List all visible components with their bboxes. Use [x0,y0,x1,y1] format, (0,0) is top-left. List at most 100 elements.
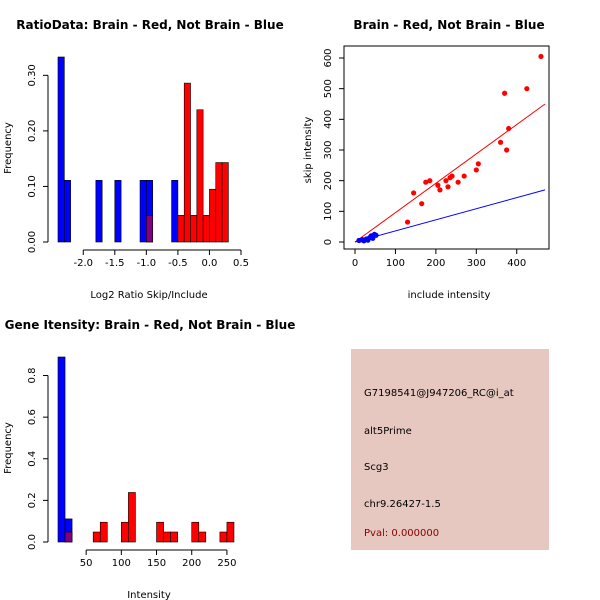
ratio-red-bar [196,109,204,243]
info-panel-background [351,349,549,550]
gene-red-bar [226,521,235,543]
scatter-x-tick-label: 200 [426,258,445,269]
scatter-point [473,167,479,173]
ratio-x-tick-label: -0.5 [168,258,188,269]
scatter-point [370,235,376,241]
scatter-point [435,182,441,188]
ratio-x-tick-label: -1.5 [105,258,125,269]
ratio-blue-bar [64,180,71,243]
scatter-x-tick-label: 100 [386,258,405,269]
scatter-point [502,90,508,96]
ratio-blue-bar [95,180,103,243]
gene-y-tick-label: 0.6 [27,409,38,425]
ratio-red-bar [202,215,210,243]
genomic-location: chr9.26427-1.5 [364,499,441,510]
gene-red-bar [163,531,171,543]
gene-histogram-xlabel: Intensity [127,590,171,600]
scatter-xlabel: include intensity [408,290,491,301]
scatter-x-tick-label: 400 [507,258,526,269]
scatter-point [524,86,530,92]
scatter-point [443,178,449,184]
gene-x-tick-label: 100 [112,558,131,569]
gene-y-tick-label: 0.8 [27,368,38,384]
gene-intensity-histogram: Gene Itensity: Brain - Red, Not Brain - … [3,318,295,600]
scatter-y-tick-label: 500 [323,79,334,98]
ratio-red-bar [177,215,185,243]
scatter-point [445,184,451,190]
gene-y-tick-label: 0.0 [27,534,38,550]
scatter-fit-line [354,189,546,243]
ratio-histogram: RatioData: Brain - Red, Not Brain - Blue… [3,18,284,301]
scatter-x-tick-label: 0 [352,258,358,269]
scatter-point [538,53,544,60]
gene-histogram-title: Gene Itensity: Brain - Red, Not Brain - … [5,318,296,332]
ratio-red-bar [215,162,223,243]
scatter-point [497,139,504,145]
gene-red-bar [99,521,108,543]
ratio-red-bar [209,188,217,243]
scatter-point [461,173,467,179]
gene-y-tick-label: 0.2 [27,492,38,508]
probe-id: G7198541@J947206_RC@i_at [364,388,514,399]
p-value: Pval: 0.000000 [364,528,439,539]
gene-red-bar [191,521,200,543]
scatter-ylabel: skip intensity [303,117,314,184]
ratio-blue-bar [57,56,65,243]
gene-red-bar [64,531,73,543]
ratio-y-tick-label: 0.00 [27,231,38,253]
gene-blue-bar [57,356,66,543]
ratio-y-tick-label: 0.10 [27,175,38,197]
scatter-point [404,219,411,225]
scatter-point [411,190,417,196]
scatter-y-tick-label: 400 [323,110,334,129]
scatter-point [506,125,512,132]
scatter-y-tick-label: 100 [323,202,334,221]
scatter-point [504,147,510,153]
ratio-red-bar [221,162,229,243]
scatter-point [475,161,481,167]
scatter-y-tick-label: 200 [323,171,334,190]
gene-red-bar [198,531,207,543]
ratio-blue-bar [114,180,122,243]
scatter-y-tick-label: 0 [323,239,334,245]
ratio-red-bar [190,215,198,243]
ratio-x-tick-label: -1.0 [137,258,157,269]
scatter-point [373,232,379,238]
scatter-plot-box [343,45,550,250]
ratio-red-bar [146,215,153,243]
scatter-x-tick-label: 300 [467,258,486,269]
scatter-point [419,201,425,207]
gene-red-bar [92,531,101,543]
gene-red-bar [170,531,178,543]
gene-y-tick-label: 0.4 [27,451,38,467]
gene-symbol: Scg3 [364,462,389,473]
ratio-x-tick-label: -2.0 [73,258,93,269]
gene-red-bar [121,521,129,543]
ratio-y-tick-label: 0.20 [27,120,38,142]
scatter-y-tick-label: 600 [323,48,334,67]
scatter-fit-line [354,103,546,243]
scatter-point [455,179,461,185]
scatter-point [423,179,429,185]
ratio-histogram-xlabel: Log2 Ratio Skip/Include [90,290,207,301]
gene-x-tick-label: 250 [217,558,236,569]
gene-histogram-ylabel: Frequency [3,422,14,474]
ratio-histogram-ylabel: Frequency [3,122,14,174]
ratio-blue-bar [171,180,179,243]
gene-x-tick-label: 150 [147,558,166,569]
info-panel: G7198541@J947206_RC@i_at alt5Prime Scg3 … [351,349,549,550]
ratio-histogram-title: RatioData: Brain - Red, Not Brain - Blue [16,18,283,32]
scatter-point [449,173,455,179]
gene-red-bar [128,492,136,543]
ratio-red-bar [183,82,191,243]
event-type: alt5Prime [364,426,412,437]
gene-x-tick-label: 200 [182,558,201,569]
gene-red-bar [156,521,164,543]
scatter-title: Brain - Red, Not Brain - Blue [353,18,544,32]
ratio-y-tick-label: 0.30 [27,64,38,86]
ratio-blue-bar [139,180,147,243]
ratio-x-tick-label: 0.0 [201,258,217,269]
gene-x-tick-label: 50 [80,558,93,569]
scatter-y-tick-label: 300 [323,140,334,159]
